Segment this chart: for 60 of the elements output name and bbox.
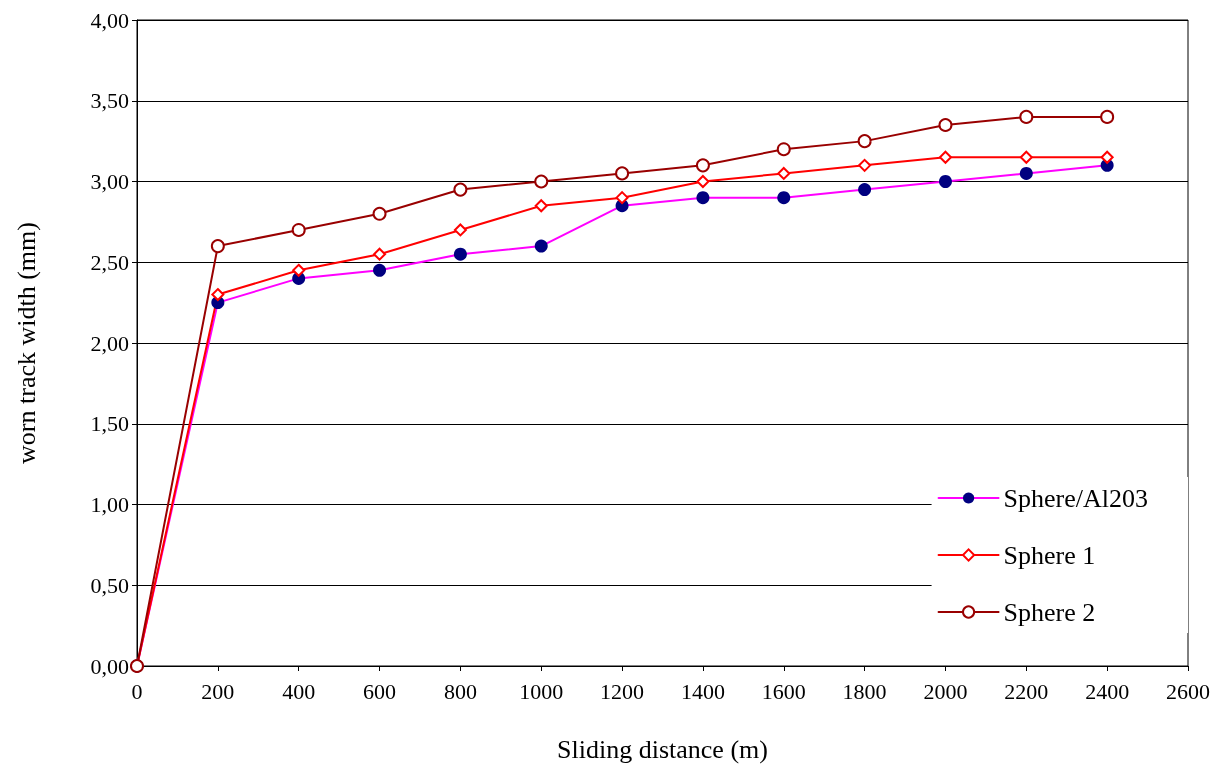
point [696, 175, 710, 188]
legend-label: Sphere 1 [1003, 540, 1096, 570]
y-tick-label: 3,00 [90, 169, 129, 194]
point [1019, 166, 1033, 180]
x-tick-label: 1600 [761, 678, 806, 704]
x-tick-label: 1400 [680, 678, 725, 704]
y-tick-label: 1,50 [90, 411, 129, 437]
point [534, 174, 549, 189]
point [373, 263, 387, 277]
point [534, 199, 548, 213]
point [211, 288, 225, 302]
point [857, 134, 872, 149]
y-tick-label: 3,50 [90, 88, 129, 114]
y-tick-label: 2,50 [90, 249, 129, 275]
x-tick-label: 2400 [1085, 678, 1130, 704]
point [291, 222, 306, 237]
point [453, 247, 467, 261]
point [292, 263, 306, 277]
point [696, 191, 710, 205]
point [938, 117, 953, 132]
x-axis-title: Sliding distance (m) [557, 734, 768, 764]
point [776, 142, 791, 157]
point [453, 182, 468, 197]
point [1019, 150, 1033, 164]
y-tick-label: 0,50 [90, 572, 129, 598]
point [938, 175, 952, 188]
x-tick-label: 2600 [1166, 678, 1210, 704]
point [534, 239, 548, 253]
point [777, 166, 791, 180]
point [938, 150, 952, 164]
x-tick-label: 2000 [923, 678, 968, 704]
point [373, 247, 387, 261]
x-tick-label: 600 [363, 678, 397, 704]
x-tick-label: 0 [131, 678, 143, 704]
legend-label: Sphere 2 [1003, 597, 1096, 627]
point [372, 206, 387, 221]
x-tick-label: 1000 [519, 678, 564, 704]
x-tick-label: 800 [443, 678, 477, 704]
point [1100, 109, 1115, 124]
point [858, 183, 872, 197]
point [777, 191, 791, 205]
legend-label: Sphere/Al203 [1003, 483, 1148, 513]
y-tick-label: 2,00 [90, 330, 129, 356]
point [453, 223, 467, 237]
x-tick-label: 1800 [842, 678, 887, 704]
point [1100, 150, 1114, 164]
y-tick-label: 4,00 [90, 7, 129, 33]
x-tick-label: 1200 [600, 678, 645, 704]
x-tick-label: 400 [282, 678, 316, 704]
point [615, 191, 629, 205]
point [210, 239, 225, 254]
point [858, 158, 872, 172]
point [1019, 109, 1034, 124]
x-tick-label: 200 [201, 678, 235, 704]
y-axis-title: worn track width (mm) [11, 222, 41, 464]
point [695, 158, 710, 173]
x-tick-label: 2200 [1004, 678, 1049, 704]
y-tick-label: 0,00 [90, 653, 129, 679]
point [615, 166, 630, 181]
y-tick-label: 1,00 [90, 492, 129, 517]
